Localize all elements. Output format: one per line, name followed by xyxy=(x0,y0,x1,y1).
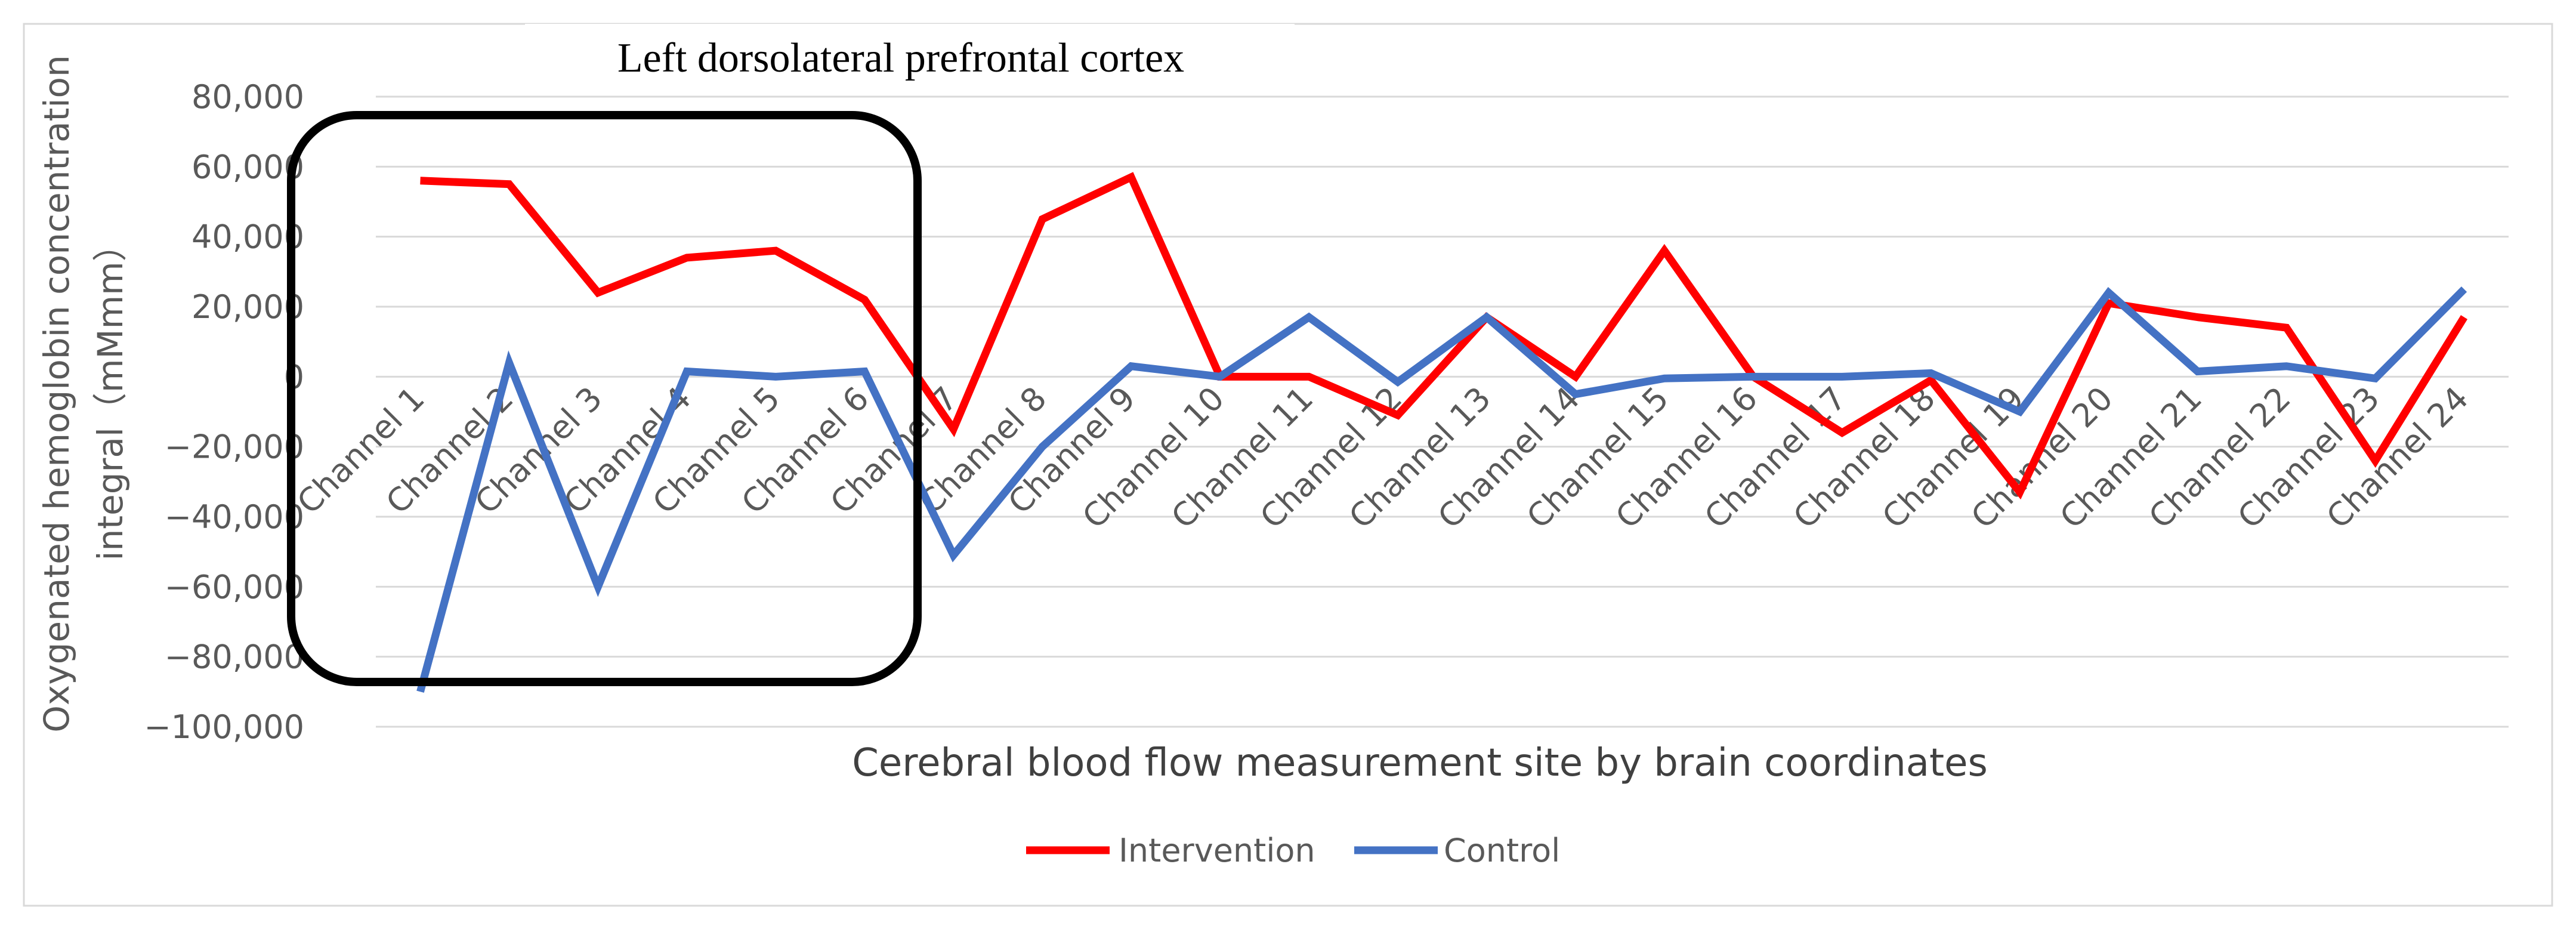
y-axis-title-line-2: integral（mMmm） xyxy=(90,227,131,560)
y-axis-ticks: 80,00060,00040,00020,0000−20,000−40,000−… xyxy=(144,78,304,746)
y-tick-label: −100,000 xyxy=(144,708,304,746)
y-tick-label: −80,000 xyxy=(165,638,304,676)
legend: Intervention Control xyxy=(1026,832,1560,869)
y-tick-label: −60,000 xyxy=(165,568,304,606)
chart-frame xyxy=(23,23,2553,907)
y-tick-label: −20,000 xyxy=(165,428,304,466)
y-tick-label: 40,000 xyxy=(191,218,304,256)
y-axis-title-line-1: Oxygenated hemoglobin concentration xyxy=(36,55,77,732)
legend-label-control: Control xyxy=(1444,832,1560,869)
annotation-label-background xyxy=(525,24,1295,95)
y-tick-label: 20,000 xyxy=(191,288,304,326)
annotation-label: Left dorsolateral prefrontal cortex xyxy=(617,35,1184,81)
series-lines xyxy=(416,172,2468,693)
y-tick-label: −40,000 xyxy=(165,498,304,536)
dlpfc-highlight-box xyxy=(287,111,922,686)
y-tick-label: 60,000 xyxy=(191,148,304,186)
series-line-control xyxy=(416,286,2467,693)
x-axis-title: Cerebral blood flow measurement site by … xyxy=(852,741,1988,785)
legend-label-intervention: Intervention xyxy=(1119,832,1315,869)
gridlines xyxy=(376,95,2509,728)
y-tick-label: 80,000 xyxy=(191,78,304,116)
